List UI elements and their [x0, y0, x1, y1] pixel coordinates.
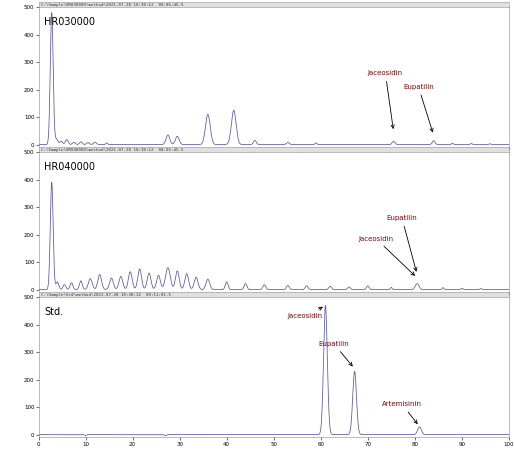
- Text: Eupatilin: Eupatilin: [387, 215, 417, 271]
- Text: Jaceosidin: Jaceosidin: [368, 70, 403, 128]
- Text: C:\Sample\Std\method\2021-07-28 10:30:12  08:11:01.5: C:\Sample\Std\method\2021-07-28 10:30:12…: [41, 293, 171, 297]
- Text: C:\Sample\HR040000\method\2021-07-28 10:30:12  08:06:45.5: C:\Sample\HR040000\method\2021-07-28 10:…: [41, 148, 183, 152]
- Text: Eupatilin: Eupatilin: [318, 341, 352, 366]
- Text: Jaceosidin: Jaceosidin: [358, 235, 414, 275]
- Text: HR030000: HR030000: [44, 17, 95, 27]
- Text: Jaceosidin: Jaceosidin: [288, 307, 323, 319]
- Text: Artemisinin: Artemisinin: [382, 401, 422, 424]
- Text: Eupatilin: Eupatilin: [403, 84, 434, 132]
- Text: Std.: Std.: [44, 307, 63, 317]
- Text: C:\Sample\HR030000\method\2021-07-28 10:30:12  08:06:45.5: C:\Sample\HR030000\method\2021-07-28 10:…: [41, 3, 183, 7]
- Text: HR040000: HR040000: [44, 162, 95, 172]
